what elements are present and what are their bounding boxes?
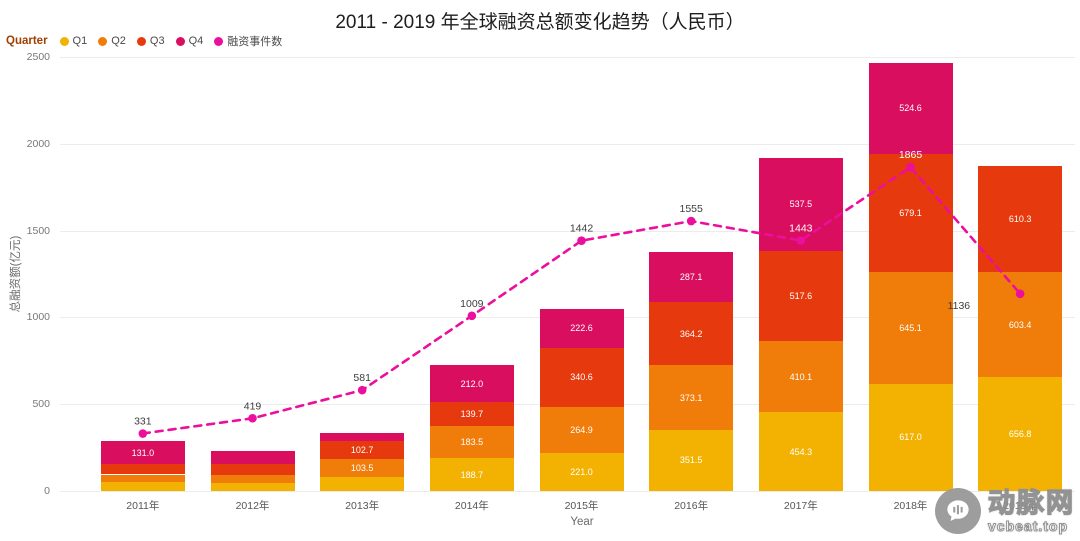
bar-value-label: 617.0: [899, 432, 922, 443]
line-value-label: 331: [134, 416, 152, 428]
line-value-label: 1442: [570, 223, 594, 235]
bar-value-label: 221.0: [570, 466, 593, 477]
bar-value-label: 373.1: [679, 392, 703, 403]
x-tick-label: 2013年: [345, 500, 380, 512]
bar-value-label: 679.1: [899, 207, 922, 218]
x-tick-label: 2012年: [235, 500, 270, 512]
legend-dot-icon: [59, 36, 69, 46]
bar-value-label: 139.7: [460, 409, 484, 420]
y-axis-title: 总融资额(亿元): [10, 235, 22, 313]
watermark-domain: vcbeat.top: [987, 517, 1069, 534]
legend-item-Q4[interactable]: Q4: [175, 35, 204, 47]
x-tick-label: 2016年: [674, 500, 709, 512]
bar-value-label: 102.7: [350, 444, 374, 455]
bar-segment-Q3[interactable]: [320, 440, 405, 459]
bar-segment-Q1[interactable]: [429, 458, 514, 491]
gridline: [60, 491, 1075, 492]
bar-value-label: 537.5: [789, 199, 813, 210]
bar-segment-Q3[interactable]: [210, 464, 295, 475]
chart-title: 2011 - 2019 年全球融资总额变化趋势（人民币）: [335, 12, 745, 33]
watermark-text: 动脉网 vcbeat.top: [987, 487, 1075, 534]
line-value-label: 419: [244, 400, 262, 412]
bar-value-label: 410.1: [789, 371, 813, 382]
bar-value-label: 264.9: [570, 424, 593, 435]
bar-segment-Q4[interactable]: [210, 451, 295, 465]
bar-segment-Q1[interactable]: [100, 482, 185, 491]
bar-value-label: 351.5: [679, 455, 703, 466]
bar-segment-Q2[interactable]: [210, 474, 295, 484]
line-point[interactable]: [248, 413, 257, 423]
y-tick-label: 0: [44, 485, 50, 497]
bar-value-label: 610.3: [1008, 214, 1032, 225]
bar-value-label: 212.0: [460, 378, 484, 389]
bar-value-label: 645.1: [899, 322, 922, 333]
bar-value-label: 131.0: [131, 447, 155, 458]
line-point[interactable]: [467, 311, 477, 321]
bar-value-label: 524.6: [899, 103, 922, 114]
legend-item-融资事件数[interactable]: 融资事件数: [214, 33, 282, 49]
x-tick-label: 2015年: [564, 500, 599, 512]
line-value-label: 581: [353, 372, 371, 384]
legend-dot-icon: [175, 36, 185, 46]
bar-segment-Q1[interactable]: [210, 483, 295, 491]
bar-value-label: 454.3: [789, 446, 813, 457]
watermark-brand: 动脉网: [987, 487, 1075, 518]
legend-item-label: Q3: [149, 35, 165, 47]
line-value-label: 1555: [679, 203, 703, 215]
bar-value-label: 183.5: [460, 437, 484, 448]
vcbeat-watermark: 动脉网 vcbeat.top: [935, 488, 1075, 534]
bar-segment-Q3[interactable]: [100, 464, 185, 475]
bar-segment-Q1[interactable]: [539, 452, 624, 491]
legend-item-Q3[interactable]: Q3: [136, 35, 165, 47]
legend-dot-icon: [98, 36, 108, 46]
bar-segment-Q4[interactable]: [868, 62, 953, 154]
legend-item-label: 融资事件数: [227, 36, 283, 48]
bar-segment-Q2[interactable]: [320, 458, 405, 477]
line-value-label: 1009: [460, 298, 484, 310]
line-point[interactable]: [577, 236, 586, 245]
legend-item-label: Q1: [72, 35, 88, 47]
y-tick-label: 2500: [26, 51, 50, 63]
legend-dot-icon: [136, 36, 146, 46]
gridline: [60, 144, 1075, 145]
bar-value-label: 517.6: [789, 291, 813, 301]
bar-value-label: 188.7: [460, 469, 484, 480]
bar-value-label: 103.5: [350, 462, 374, 473]
bar-value-label: 340.6: [570, 372, 593, 383]
bar-segment-Q1[interactable]: [649, 429, 734, 491]
bar-value-label: 222.6: [570, 323, 593, 334]
bar-segment-Q2[interactable]: [100, 474, 185, 483]
y-tick-label: 2000: [26, 137, 50, 150]
legend-item-label: Q4: [188, 35, 204, 47]
x-tick-label: 2014年: [454, 500, 489, 512]
x-tick-label: 2011年: [126, 500, 160, 512]
legend-title: Quarter: [6, 35, 48, 47]
legend-item-Q1[interactable]: Q1: [59, 35, 88, 47]
line-point[interactable]: [686, 216, 696, 226]
bar-value-label: 656.8: [1008, 428, 1032, 439]
y-tick-label: 500: [32, 398, 50, 411]
bar-value-label: 364.2: [679, 328, 703, 339]
chat-bubble-icon: [935, 488, 981, 534]
y-tick-label: 1500: [26, 224, 50, 237]
bar-segment-Q1[interactable]: [320, 476, 405, 491]
y-tick-label: 1000: [26, 311, 50, 324]
x-tick-label: 2018年: [893, 500, 928, 512]
legend-item-Q2[interactable]: Q2: [98, 35, 126, 47]
legend-item-label: Q2: [111, 35, 126, 47]
legend: Quarter Q1 Q2 Q3 Q4 融资事件数: [6, 33, 282, 49]
legend-dot-icon: [214, 36, 224, 46]
line-point[interactable]: [138, 429, 148, 438]
x-tick-label: 2019年: [1003, 500, 1038, 512]
x-axis-title: Year: [570, 516, 594, 528]
bar-segment-Q4[interactable]: [320, 432, 405, 441]
line-point[interactable]: [357, 385, 367, 395]
bar-value-label: 603.4: [1008, 319, 1032, 330]
bar-value-label: 287.1: [679, 272, 703, 283]
bar-segment-Q4[interactable]: [100, 441, 185, 465]
gridline: [60, 57, 1075, 58]
x-tick-label: 2017年: [783, 500, 818, 512]
